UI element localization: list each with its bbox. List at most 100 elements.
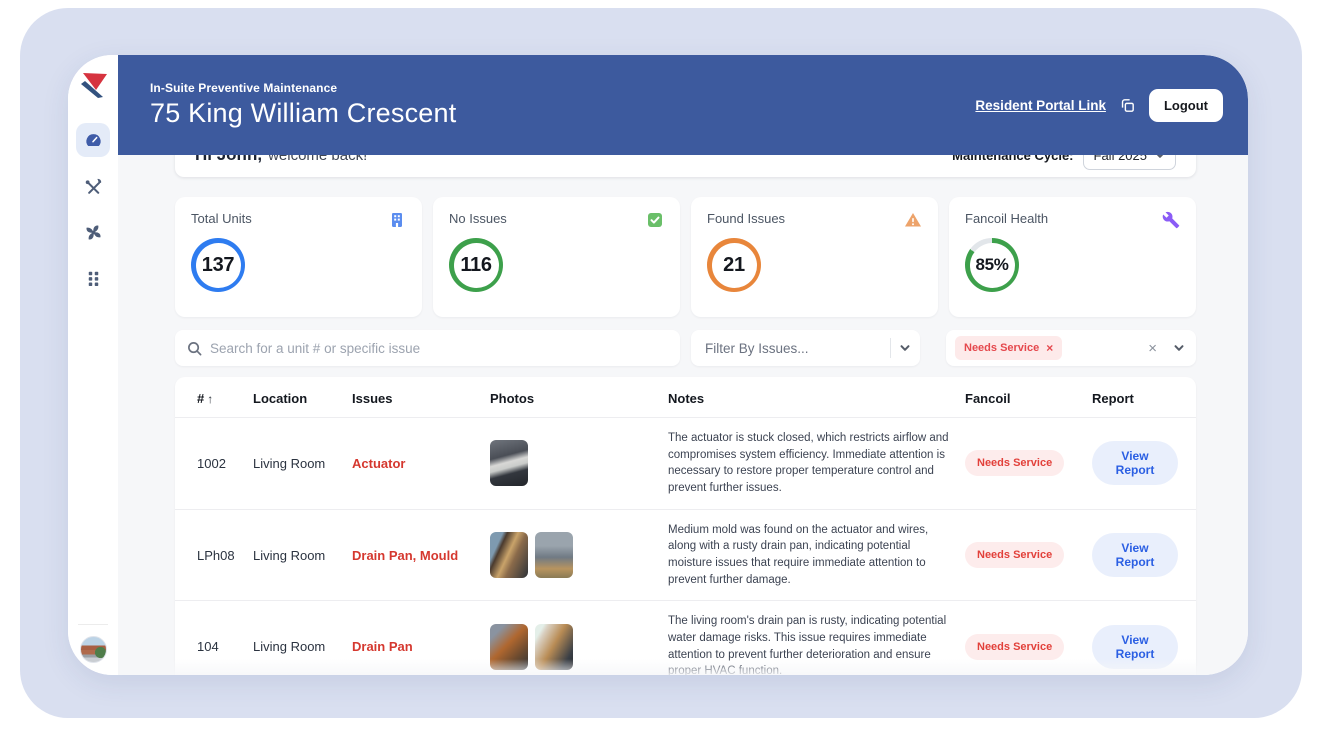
column-header-fancoil[interactable]: Fancoil <box>965 391 1092 406</box>
resident-portal-link[interactable]: Resident Portal Link <box>975 98 1106 113</box>
sidebar-item-dashboard[interactable] <box>76 123 110 157</box>
greeting-bar: Hi John, welcome back! Maintenance Cycle… <box>175 155 1196 177</box>
needs-service-badge: Needs Service <box>965 450 1064 476</box>
building-icon <box>388 211 406 229</box>
search-box <box>175 330 680 366</box>
view-report-button[interactable]: View Report <box>1092 441 1178 485</box>
copy-link-button[interactable] <box>1119 97 1136 114</box>
page-backdrop: In-Suite Preventive Maintenance 75 King … <box>20 8 1302 718</box>
notes-cell: The actuator is stuck closed, which rest… <box>668 418 965 509</box>
divider <box>890 338 891 358</box>
stat-value: 85% <box>975 255 1008 275</box>
search-input[interactable] <box>210 341 668 356</box>
clear-filter-icon[interactable]: × <box>1148 341 1157 356</box>
top-header: In-Suite Preventive Maintenance 75 King … <box>118 55 1248 155</box>
unit-cell: LPh08 <box>197 536 253 575</box>
cycle-label: Maintenance Cycle: <box>952 155 1073 163</box>
fancoil-cell: Needs Service <box>965 438 1092 488</box>
stat-value: 116 <box>460 254 491 277</box>
unit-cell: 104 <box>197 627 253 666</box>
wrench-icon <box>1162 211 1180 229</box>
column-header-issues[interactable]: Issues <box>352 391 490 406</box>
found-issues-ring: 21 <box>707 238 761 292</box>
photo-thumbnail[interactable] <box>490 532 528 578</box>
sidebar <box>68 55 118 675</box>
warning-icon <box>904 211 922 229</box>
fancoil-cell: Needs Service <box>965 530 1092 580</box>
table-header-row: #↑ Location Issues Photos Notes Fancoil … <box>175 377 1196 417</box>
content-area: Hi John, welcome back! Maintenance Cycle… <box>118 155 1248 675</box>
service-filter-select[interactable]: Needs Service × × <box>946 330 1196 366</box>
stat-card-no-issues: No Issues 116 <box>433 197 680 317</box>
sidebar-item-tools[interactable] <box>76 169 110 203</box>
photos-cell <box>490 428 668 498</box>
chevron-down-icon <box>1174 343 1184 353</box>
apps-grid-icon <box>84 269 103 288</box>
photo-thumbnail[interactable] <box>490 624 528 670</box>
table-row: 1002 Living Room Actuator The actuator i… <box>175 417 1196 509</box>
sidebar-item-fan[interactable] <box>76 215 110 249</box>
issues-cell: Drain Pan <box>352 627 490 666</box>
filter-by-issues-select[interactable]: Filter By Issues... <box>691 330 920 366</box>
column-header-report[interactable]: Report <box>1092 391 1178 406</box>
photos-cell <box>490 612 668 675</box>
filter-row: Filter By Issues... Needs Service × × <box>175 330 1196 366</box>
issues-cell: Actuator <box>352 444 490 483</box>
maintenance-cycle: Maintenance Cycle: Fall 2025 <box>952 155 1176 170</box>
photo-thumbnail[interactable] <box>535 532 573 578</box>
maintenance-cycle-select[interactable]: Fall 2025 <box>1083 155 1176 170</box>
needs-service-badge: Needs Service <box>965 542 1064 568</box>
logout-button[interactable]: Logout <box>1149 89 1223 122</box>
stat-label: Found Issues <box>707 211 785 226</box>
header-actions: Resident Portal Link Logout <box>975 89 1223 122</box>
sort-ascending-icon: ↑ <box>207 392 213 406</box>
column-header-unit[interactable]: #↑ <box>197 391 253 406</box>
tools-icon <box>84 177 103 196</box>
dashboard-gauge-icon <box>84 131 103 150</box>
header-titles: In-Suite Preventive Maintenance 75 King … <box>150 81 456 129</box>
no-issues-ring: 116 <box>449 238 503 292</box>
report-cell: View Report <box>1092 613 1178 675</box>
stat-card-total-units: Total Units 137 <box>175 197 422 317</box>
cycle-value: Fall 2025 <box>1094 155 1147 163</box>
stat-label: Fancoil Health <box>965 211 1048 226</box>
total-units-ring: 137 <box>191 238 245 292</box>
column-header-notes[interactable]: Notes <box>668 391 965 406</box>
needs-service-filter-chip[interactable]: Needs Service × <box>955 336 1062 360</box>
location-cell: Living Room <box>253 627 352 666</box>
table-row: 104 Living Room Drain Pan The living roo… <box>175 600 1196 675</box>
stat-label: No Issues <box>449 211 507 226</box>
remove-chip-icon[interactable]: × <box>1046 342 1053 354</box>
issues-table: #↑ Location Issues Photos Notes Fancoil … <box>175 377 1196 675</box>
photo-thumbnail[interactable] <box>490 440 528 486</box>
column-header-location[interactable]: Location <box>253 391 352 406</box>
view-report-button[interactable]: View Report <box>1092 625 1178 669</box>
location-cell: Living Room <box>253 536 352 575</box>
table-row: LPh08 Living Room Drain Pan, Mould Mediu… <box>175 509 1196 601</box>
main-area: In-Suite Preventive Maintenance 75 King … <box>118 55 1248 675</box>
column-header-photos[interactable]: Photos <box>490 391 668 406</box>
fancoil-health-ring: 85% <box>965 238 1019 292</box>
report-cell: View Report <box>1092 429 1178 497</box>
fan-icon <box>84 223 103 242</box>
building-avatar[interactable] <box>80 636 107 663</box>
stat-value: 21 <box>723 254 745 277</box>
app-window: In-Suite Preventive Maintenance 75 King … <box>68 55 1248 675</box>
search-icon <box>187 341 202 356</box>
notes-cell: Medium mold was found on the actuator an… <box>668 510 965 601</box>
filter-placeholder: Filter By Issues... <box>705 341 890 356</box>
chevron-down-icon <box>900 343 910 353</box>
stat-label: Total Units <box>191 211 252 226</box>
notes-cell: The living room's drain pan is rusty, in… <box>668 601 965 675</box>
sidebar-footer <box>78 624 108 663</box>
stat-value: 137 <box>202 254 234 277</box>
stat-card-found-issues: Found Issues 21 <box>691 197 938 317</box>
sidebar-item-apps-grid[interactable] <box>76 261 110 295</box>
photo-thumbnail[interactable] <box>535 624 573 670</box>
issues-cell: Drain Pan, Mould <box>352 536 490 575</box>
photos-cell <box>490 520 668 590</box>
view-report-button[interactable]: View Report <box>1092 533 1178 577</box>
sidebar-nav <box>76 123 110 295</box>
report-cell: View Report <box>1092 521 1178 589</box>
stat-cards: Total Units 137 <box>175 197 1196 317</box>
